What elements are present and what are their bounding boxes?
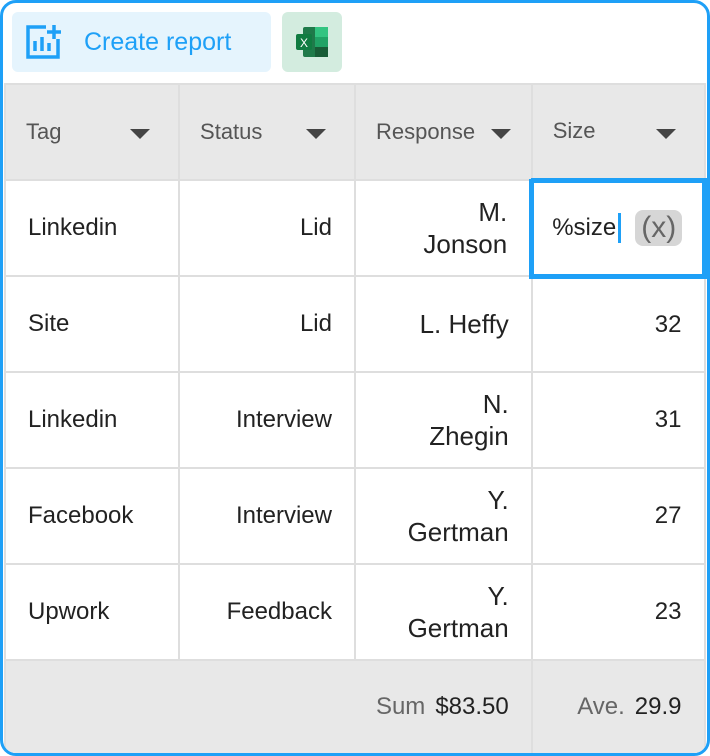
sort-dropdown-icon[interactable] <box>305 129 326 139</box>
cell-response[interactable]: Y. Gertman <box>353 563 533 661</box>
cell-tag[interactable]: Facebook <box>3 467 181 565</box>
cell-size[interactable]: 31 <box>530 371 706 469</box>
column-header-status[interactable]: Status <box>178 83 356 181</box>
sort-dropdown-icon[interactable] <box>655 129 676 139</box>
column-header-response[interactable]: Response <box>353 83 533 181</box>
cell-status[interactable]: Lid <box>178 275 356 373</box>
table-row: Linkedin Lid M. Jonson %size (x) <box>3 177 707 279</box>
chart-add-icon <box>26 25 61 59</box>
summary-row: Sum $83.50 Ave. 29.9 <box>4 659 706 753</box>
formula-input[interactable]: %size <box>552 214 617 241</box>
sort-dropdown-icon[interactable] <box>130 129 151 139</box>
table-row: Linkedin Interview N. Zhegin 31 <box>3 371 706 469</box>
cell-tag[interactable]: Linkedin <box>3 371 181 469</box>
sum-label: Sum <box>375 693 426 720</box>
cell-tag[interactable]: Site <box>3 275 181 373</box>
average-cell: Ave. 29.9 <box>530 659 706 753</box>
cell-response[interactable]: Y. Gertman <box>353 467 533 565</box>
variable-token-button[interactable]: (x) <box>635 210 683 246</box>
average-label: Ave. <box>577 693 625 720</box>
cell-tag[interactable]: Linkedin <box>3 179 181 277</box>
cell-size[interactable]: 23 <box>530 563 706 661</box>
data-table: Tag Status Response Size Linkedin Lid M.… <box>3 83 707 753</box>
cell-response[interactable]: M. Jonson <box>353 179 533 277</box>
column-header-size[interactable]: Size <box>530 83 706 181</box>
cell-size-editor[interactable]: %size (x) <box>529 177 707 279</box>
table-row: Facebook Interview Y. Gertman 27 <box>3 467 706 565</box>
column-header-tag[interactable]: Tag <box>3 83 181 181</box>
cell-status[interactable]: Lid <box>178 179 356 277</box>
table-row: Upwork Feedback Y. Gertman 23 <box>3 563 706 661</box>
svg-text:X: X <box>300 36 308 50</box>
create-report-button[interactable]: Create report <box>12 12 271 72</box>
cell-response[interactable]: L. Heffy <box>353 275 533 373</box>
create-report-label: Create report <box>84 27 232 56</box>
sort-dropdown-icon[interactable] <box>490 129 511 139</box>
toolbar: Create report X <box>3 3 707 83</box>
cell-size[interactable]: 27 <box>530 467 706 565</box>
table-row: Site Lid L. Heffy 32 <box>3 275 706 373</box>
export-excel-button[interactable]: X <box>282 12 342 72</box>
cell-size[interactable]: 32 <box>530 275 706 373</box>
average-value: 29.9 <box>634 693 682 720</box>
excel-icon: X <box>296 27 328 57</box>
cell-status[interactable]: Interview <box>178 371 356 469</box>
text-cursor <box>618 213 622 243</box>
cell-response[interactable]: N. Zhegin <box>353 371 533 469</box>
sum-cell: Sum $83.50 <box>4 659 533 753</box>
cell-status[interactable]: Feedback <box>178 563 356 661</box>
header-row: Tag Status Response Size <box>3 83 706 181</box>
sum-value: $83.50 <box>435 693 509 720</box>
cell-tag[interactable]: Upwork <box>3 563 181 661</box>
cell-status[interactable]: Interview <box>178 467 356 565</box>
